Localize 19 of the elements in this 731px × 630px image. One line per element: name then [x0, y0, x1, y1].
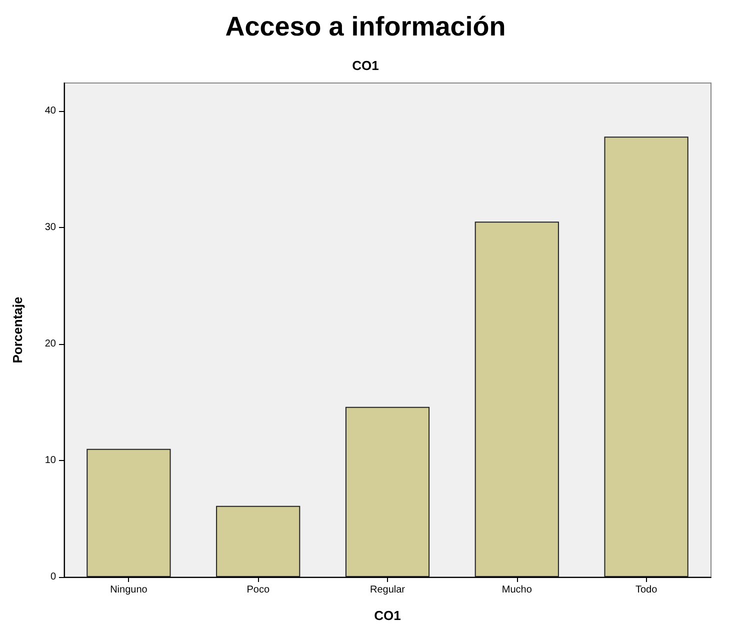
- y-tick-label: 30: [44, 222, 56, 233]
- x-tick-label: Mucho: [502, 584, 532, 596]
- x-tick-label: Regular: [370, 584, 406, 596]
- y-tick-label: 10: [44, 454, 56, 466]
- x-tick-label: Todo: [635, 584, 658, 596]
- x-axis-title: CO1: [374, 608, 401, 623]
- bar: [474, 222, 559, 577]
- chart-subtitle: CO1: [352, 58, 379, 73]
- bar: [345, 406, 430, 577]
- bar: [86, 448, 171, 577]
- chart-title: Acceso a información: [225, 12, 506, 42]
- x-tick-label: Ninguno: [110, 584, 148, 596]
- y-axis-title: Porcentaje: [10, 296, 25, 364]
- y-tick-label: 20: [44, 338, 56, 350]
- y-tick-label: 40: [44, 105, 56, 116]
- bar: [216, 506, 300, 577]
- bar: [604, 136, 688, 577]
- y-tick-label: 0: [50, 572, 56, 582]
- x-tick-label: Poco: [246, 584, 270, 596]
